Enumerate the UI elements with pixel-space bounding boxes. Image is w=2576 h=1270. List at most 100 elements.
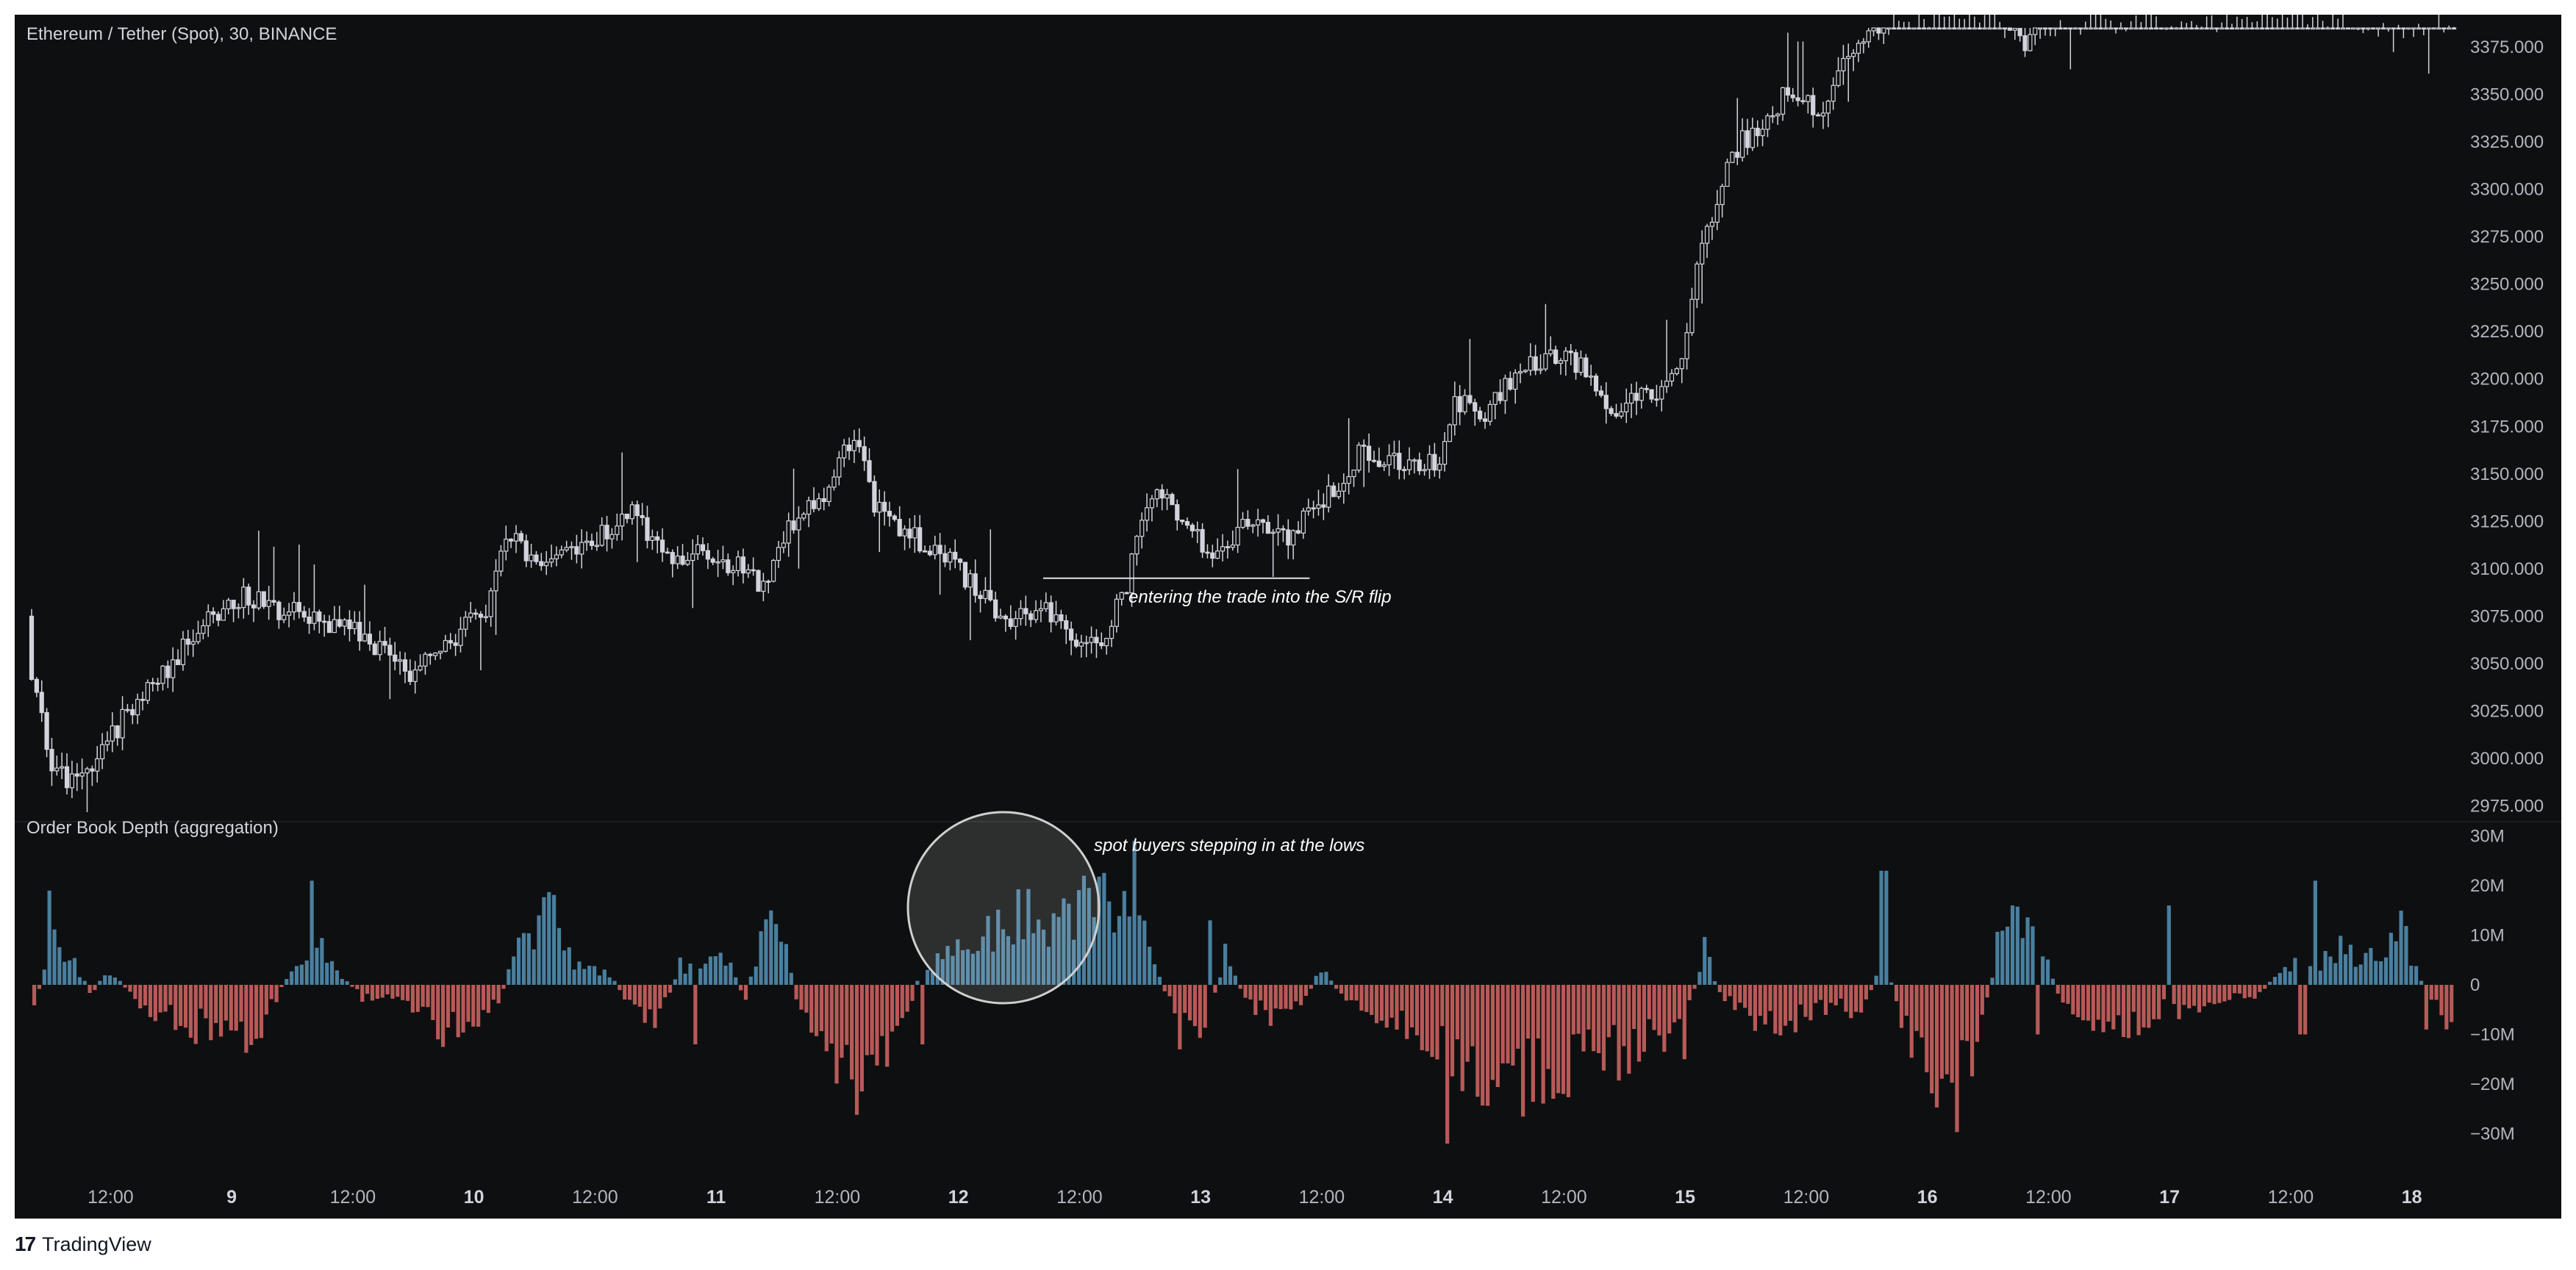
depth-bar bbox=[824, 985, 829, 1052]
tradingview-logo-icon[interactable]: 17 bbox=[15, 1233, 36, 1255]
depth-bar bbox=[2207, 985, 2211, 1003]
depth-bar bbox=[2187, 985, 2192, 1009]
depth-bar bbox=[47, 890, 51, 985]
candle-body bbox=[145, 682, 150, 701]
depth-bar bbox=[729, 962, 733, 985]
depth-bar bbox=[223, 985, 229, 1021]
candle-body bbox=[1846, 56, 1851, 60]
depth-bar bbox=[698, 968, 703, 985]
candle-body bbox=[1517, 371, 1523, 374]
depth-bar bbox=[1920, 985, 1924, 1038]
depth-bar bbox=[769, 910, 773, 985]
candle-body bbox=[624, 513, 630, 520]
candle-body bbox=[1820, 112, 1826, 117]
candle-body bbox=[983, 589, 988, 600]
candle-body bbox=[2234, 27, 2239, 30]
depth-bar bbox=[1228, 966, 1233, 985]
depth-bar bbox=[1536, 985, 1540, 1039]
depth-bar bbox=[214, 985, 218, 1023]
depth-bar bbox=[567, 947, 571, 985]
depth-tick-label: −10M bbox=[2470, 1025, 2515, 1045]
candle-body bbox=[1689, 298, 1695, 334]
depth-bar bbox=[2147, 985, 2151, 1028]
candle-body bbox=[1709, 221, 1715, 227]
depth-bar bbox=[396, 985, 400, 997]
depth-bar bbox=[875, 985, 879, 1066]
candle-body bbox=[1154, 489, 1159, 500]
depth-bar bbox=[648, 985, 652, 1010]
brand-name[interactable]: TradingView bbox=[42, 1233, 151, 1255]
candle-body bbox=[1220, 546, 1226, 552]
depth-bar bbox=[2343, 954, 2348, 985]
candle-body bbox=[246, 586, 251, 606]
depth-bar bbox=[1223, 944, 1228, 985]
candle-body bbox=[1245, 518, 1251, 527]
candle-body bbox=[2158, 27, 2164, 30]
depth-bar bbox=[325, 962, 329, 985]
depth-bar bbox=[2025, 917, 2030, 985]
depth-bar bbox=[2288, 971, 2292, 985]
candle-body bbox=[1760, 129, 1765, 137]
candle-body bbox=[1422, 469, 1427, 472]
candle-body bbox=[221, 608, 226, 621]
price-pane[interactable]: Ethereum / Tether (Spot), 30, BINANCE 33… bbox=[26, 15, 2544, 817]
candle-body bbox=[1997, 27, 2003, 30]
price-axis[interactable]: 3375.000 3350.000 3325.000 3300.000 3275.000… bbox=[2470, 37, 2544, 817]
price-tick-label: 3175.000 bbox=[2470, 417, 2544, 437]
candle-body bbox=[1164, 494, 1170, 499]
candle-body bbox=[2295, 27, 2300, 30]
candle-body bbox=[1967, 27, 1972, 30]
candle-body bbox=[2128, 27, 2133, 30]
candle-body bbox=[2093, 27, 2098, 30]
depth-bar bbox=[1768, 985, 1772, 1011]
chart-frame[interactable]: Ethereum / Tether (Spot), 30, BINANCE 33… bbox=[15, 15, 2561, 1219]
depth-bar bbox=[870, 985, 874, 1055]
time-axis[interactable]: 12:00 9 12:00 10 12:00 11 12:00 12 12:00 13 12:00 1… bbox=[87, 1187, 2422, 1208]
candle-body bbox=[2239, 27, 2244, 30]
candle-body bbox=[1856, 43, 1861, 54]
candle-body bbox=[766, 581, 771, 583]
symbol-title[interactable]: Ethereum / Tether (Spot), 30, BINANCE bbox=[26, 24, 337, 44]
depth-bar bbox=[2263, 985, 2267, 989]
depth-tick-label: 10M bbox=[2470, 926, 2505, 946]
depth-bar bbox=[2383, 957, 2389, 985]
candle-body bbox=[1276, 528, 1281, 533]
candle-body bbox=[2386, 27, 2391, 30]
depth-bar bbox=[2091, 985, 2095, 1031]
depth-bar bbox=[1414, 985, 1420, 1036]
candle-body bbox=[1376, 460, 1381, 467]
depth-bar bbox=[743, 985, 748, 1000]
indicator-title[interactable]: Order Book Depth (aggregation) bbox=[26, 818, 279, 838]
candle-body bbox=[478, 614, 484, 618]
candle-body bbox=[998, 615, 1003, 619]
depth-axis[interactable]: 30M 20M 10M 0 −10M −20M −30M bbox=[2470, 827, 2515, 1144]
candle-body bbox=[1861, 41, 1866, 44]
time-tick-label: 11 bbox=[706, 1187, 726, 1208]
candle-body bbox=[2118, 27, 2124, 30]
depth-bar bbox=[814, 985, 819, 1036]
candle-body bbox=[1745, 130, 1750, 148]
depth-bar bbox=[2031, 926, 2035, 985]
depth-bar bbox=[168, 985, 173, 1005]
depth-bar bbox=[1788, 985, 1793, 1021]
depth-bar bbox=[2006, 926, 2010, 985]
candle-body bbox=[1048, 602, 1053, 623]
candle-body bbox=[140, 698, 146, 701]
chart-canvas[interactable]: Ethereum / Tether (Spot), 30, BINANCE 33… bbox=[15, 15, 2561, 1219]
candle-body bbox=[2017, 27, 2022, 37]
depth-bar bbox=[2348, 944, 2353, 985]
depth-bar bbox=[1677, 985, 1682, 1019]
depth-bar bbox=[68, 960, 72, 985]
depth-pane[interactable]: Order Book Depth (aggregation) 30M 20M 10M… bbox=[26, 811, 2515, 1144]
depth-bar bbox=[1814, 985, 1818, 1003]
candle-body bbox=[236, 606, 241, 609]
time-tick-label: 10 bbox=[464, 1187, 484, 1208]
candle-body bbox=[851, 440, 857, 451]
candle-body bbox=[1078, 642, 1084, 647]
depth-tick-label: −20M bbox=[2470, 1075, 2515, 1094]
depth-bar bbox=[496, 985, 501, 1004]
candle-body bbox=[266, 600, 271, 607]
depth-bar bbox=[1062, 898, 1066, 985]
candle-body bbox=[418, 665, 423, 671]
depth-bar bbox=[1329, 980, 1334, 985]
